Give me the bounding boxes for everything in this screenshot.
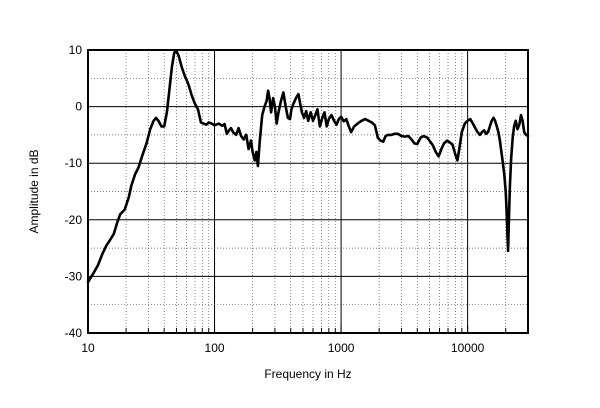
y-tick-label: -40 [65,326,83,340]
y-tick-labels: 10 0 -10 -20 -30 -40 [65,43,83,340]
x-tick-labels: 10 100 1000 10000 [81,341,484,355]
y-tick-label: 0 [75,100,82,114]
y-tick-label: -10 [65,156,83,170]
y-tick-label: -30 [65,269,83,283]
x-tick-label: 1000 [328,341,355,355]
x-axis-title: Frequency in Hz [264,367,351,381]
x-tick-label: 10000 [451,341,485,355]
y-tick-label: -20 [65,213,83,227]
grid [87,50,529,333]
series-line [86,49,530,284]
x-tick-label: 100 [205,341,225,355]
plot-frame [87,49,529,334]
x-tick-label: 10 [81,341,95,355]
y-tick-label: 10 [69,43,83,57]
y-axis-title: Amplitude in dB [27,149,41,233]
